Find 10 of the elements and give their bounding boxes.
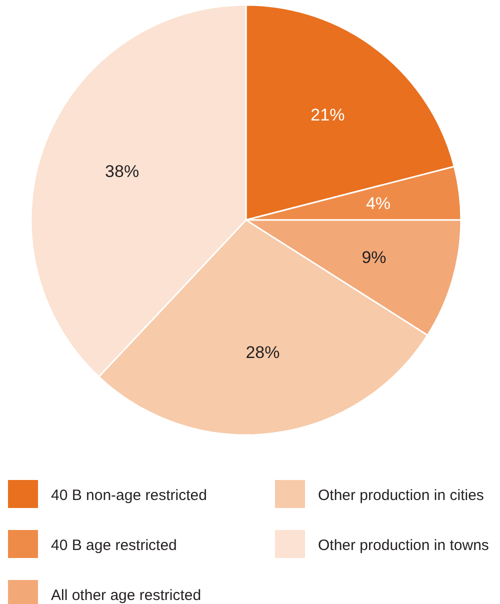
legend-label: 40 B age restricted (51, 537, 177, 554)
data-label: 9% (362, 248, 386, 268)
legend-label: Other production in cities (318, 487, 484, 504)
legend-label: All other age restricted (51, 587, 202, 604)
data-label: 4% (366, 194, 391, 214)
legend-label: Other production in towns (318, 537, 489, 554)
data-label: 38% (105, 162, 140, 181)
data-label: 21% (310, 106, 345, 125)
data-label: 28% (246, 343, 280, 362)
legend-label: 40 B non-age restricted (51, 487, 207, 504)
